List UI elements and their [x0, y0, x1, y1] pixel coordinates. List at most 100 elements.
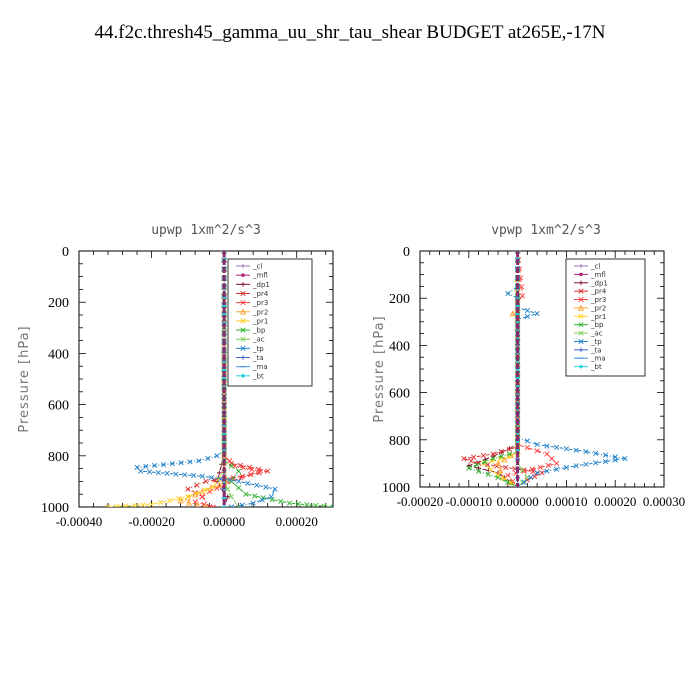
data-point	[217, 476, 224, 482]
legend-marker	[240, 263, 246, 269]
data-point	[534, 441, 540, 448]
legend: _cl_mfl_dp1_pr4_pr3_pr2_pr1_bp_ac_tp_ta_…	[227, 258, 313, 387]
y-axis-label: Pressure [hPa]	[372, 315, 387, 422]
legend-label: _dp1	[252, 281, 270, 289]
data-point	[173, 471, 179, 477]
data-point	[221, 251, 227, 254]
x-tick-label: 0.00000	[496, 494, 538, 509]
data-point	[505, 479, 511, 485]
data-point	[507, 446, 512, 451]
data-point	[238, 475, 244, 481]
data-point	[169, 461, 175, 467]
data-point	[178, 460, 184, 466]
data-point	[321, 503, 327, 507]
data-point	[475, 468, 482, 474]
legend: _cl_mfl_dp1_pr4_pr3_pr2_pr1_bp_ac_tp_ta_…	[565, 258, 646, 377]
data-point	[105, 504, 111, 507]
legend-label: _bt	[252, 372, 264, 380]
y-tick-label: 800	[48, 450, 69, 465]
data-point	[514, 251, 521, 254]
series-line-ac	[223, 251, 240, 507]
data-point	[186, 499, 193, 506]
data-point	[228, 504, 235, 507]
data-point	[216, 476, 222, 482]
data-point	[330, 504, 333, 507]
data-point	[259, 497, 265, 503]
data-point	[236, 478, 242, 485]
data-point	[622, 456, 628, 462]
data-point	[488, 466, 494, 472]
data-point	[122, 503, 129, 507]
data-point	[468, 458, 474, 464]
legend-marker	[240, 373, 246, 379]
data-point	[202, 487, 208, 493]
data-point	[164, 470, 170, 476]
data-point	[509, 310, 516, 317]
legend-marker	[578, 263, 584, 269]
legend-label: _mfl	[590, 271, 606, 279]
data-point	[534, 470, 540, 476]
data-point	[263, 484, 269, 490]
series-line-bp	[467, 251, 519, 487]
page-title: 44.f2c.thresh45_gamma_uu_shr_tau_shear B…	[94, 22, 606, 43]
data-point	[524, 445, 530, 451]
data-point	[257, 468, 264, 474]
legend-marker	[239, 308, 247, 315]
legend-marker	[578, 296, 584, 303]
x-tick-label: 0.00010	[545, 494, 587, 509]
legend-label: _pr1	[252, 317, 268, 325]
legend-label: _pr4	[252, 290, 269, 298]
data-point	[194, 482, 200, 488]
legend-label: _mfl	[252, 272, 268, 280]
data-point	[514, 484, 521, 487]
legend-marker	[578, 280, 584, 286]
data-point	[230, 474, 236, 481]
legend-marker	[579, 272, 583, 277]
data-point	[534, 448, 540, 454]
data-point	[524, 313, 530, 320]
data-point	[278, 498, 284, 504]
data-point	[583, 461, 589, 467]
data-point	[593, 460, 599, 466]
data-point	[499, 450, 504, 455]
data-point	[254, 482, 260, 488]
data-point	[519, 467, 526, 474]
legend-marker	[578, 330, 584, 336]
plot-title: upwp 1xm^2/s^3	[151, 223, 261, 238]
y-tick-label: 0	[62, 245, 69, 260]
data-point	[573, 463, 579, 469]
legend-label: _pr4	[590, 288, 607, 296]
x-tick-label: 0.00000	[203, 514, 245, 529]
legend-marker	[578, 347, 584, 353]
legend-marker	[240, 290, 246, 297]
data-point	[226, 477, 233, 483]
legend-marker	[241, 273, 245, 277]
data-point	[214, 453, 220, 459]
data-point	[485, 471, 491, 478]
data-point	[148, 501, 155, 507]
data-point	[245, 480, 251, 486]
data-point	[529, 466, 535, 472]
data-point	[194, 501, 201, 507]
data-point	[152, 462, 158, 469]
data-point	[505, 290, 511, 297]
data-point	[146, 469, 153, 475]
data-point	[131, 502, 137, 507]
data-point	[167, 497, 173, 504]
legend-label: _ta	[590, 346, 602, 354]
data-point	[237, 462, 244, 469]
data-point	[583, 448, 589, 455]
y-tick-label: 1000	[382, 481, 410, 496]
series-line-pr3	[506, 251, 558, 487]
data-point	[549, 456, 555, 462]
data-point	[544, 443, 550, 449]
data-point	[268, 494, 274, 500]
legend-label: _pr2	[252, 308, 268, 316]
series-line-pr1	[107, 251, 225, 507]
data-point	[236, 468, 242, 474]
data-point	[252, 493, 258, 499]
legend-marker	[578, 364, 584, 369]
data-point	[534, 310, 540, 317]
data-point	[554, 466, 560, 472]
legend-label: _pr2	[590, 304, 606, 312]
